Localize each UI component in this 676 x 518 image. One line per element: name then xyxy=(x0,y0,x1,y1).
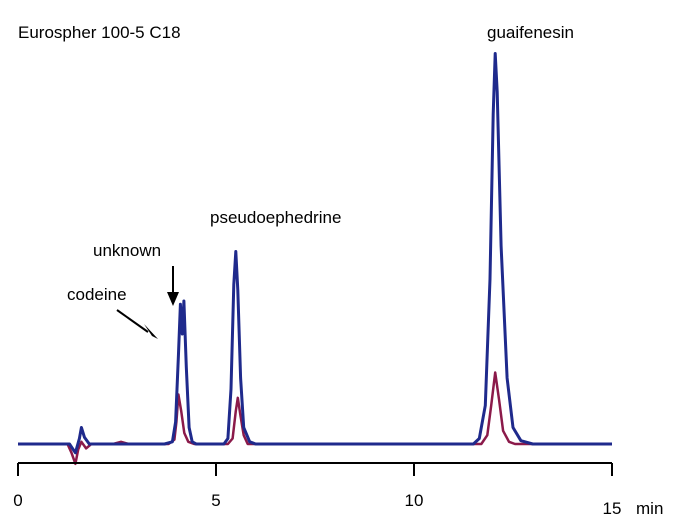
x-tick-label: 5 xyxy=(211,491,220,510)
chart-title: Eurospher 100-5 C18 xyxy=(18,23,181,42)
x-tick-label: 15 xyxy=(603,499,622,518)
unknown-arrow xyxy=(167,266,179,306)
x-axis-ticks: 0 5 10 15 xyxy=(13,463,621,518)
peak-label-codeine: codeine xyxy=(67,285,127,304)
peak-label-guaifenesin: guaifenesin xyxy=(487,23,574,42)
peak-label-pseudoephedrine: pseudoephedrine xyxy=(210,208,341,227)
x-tick-label: 0 xyxy=(13,491,22,510)
peak-label-unknown: unknown xyxy=(93,241,161,260)
trace-line-2 xyxy=(18,371,612,466)
x-axis-label: min xyxy=(636,499,663,518)
x-tick-label: 10 xyxy=(405,491,424,510)
chromatogram-traces xyxy=(18,52,612,466)
trace-line-1 xyxy=(18,52,612,455)
codeine-arrow xyxy=(116,309,158,339)
